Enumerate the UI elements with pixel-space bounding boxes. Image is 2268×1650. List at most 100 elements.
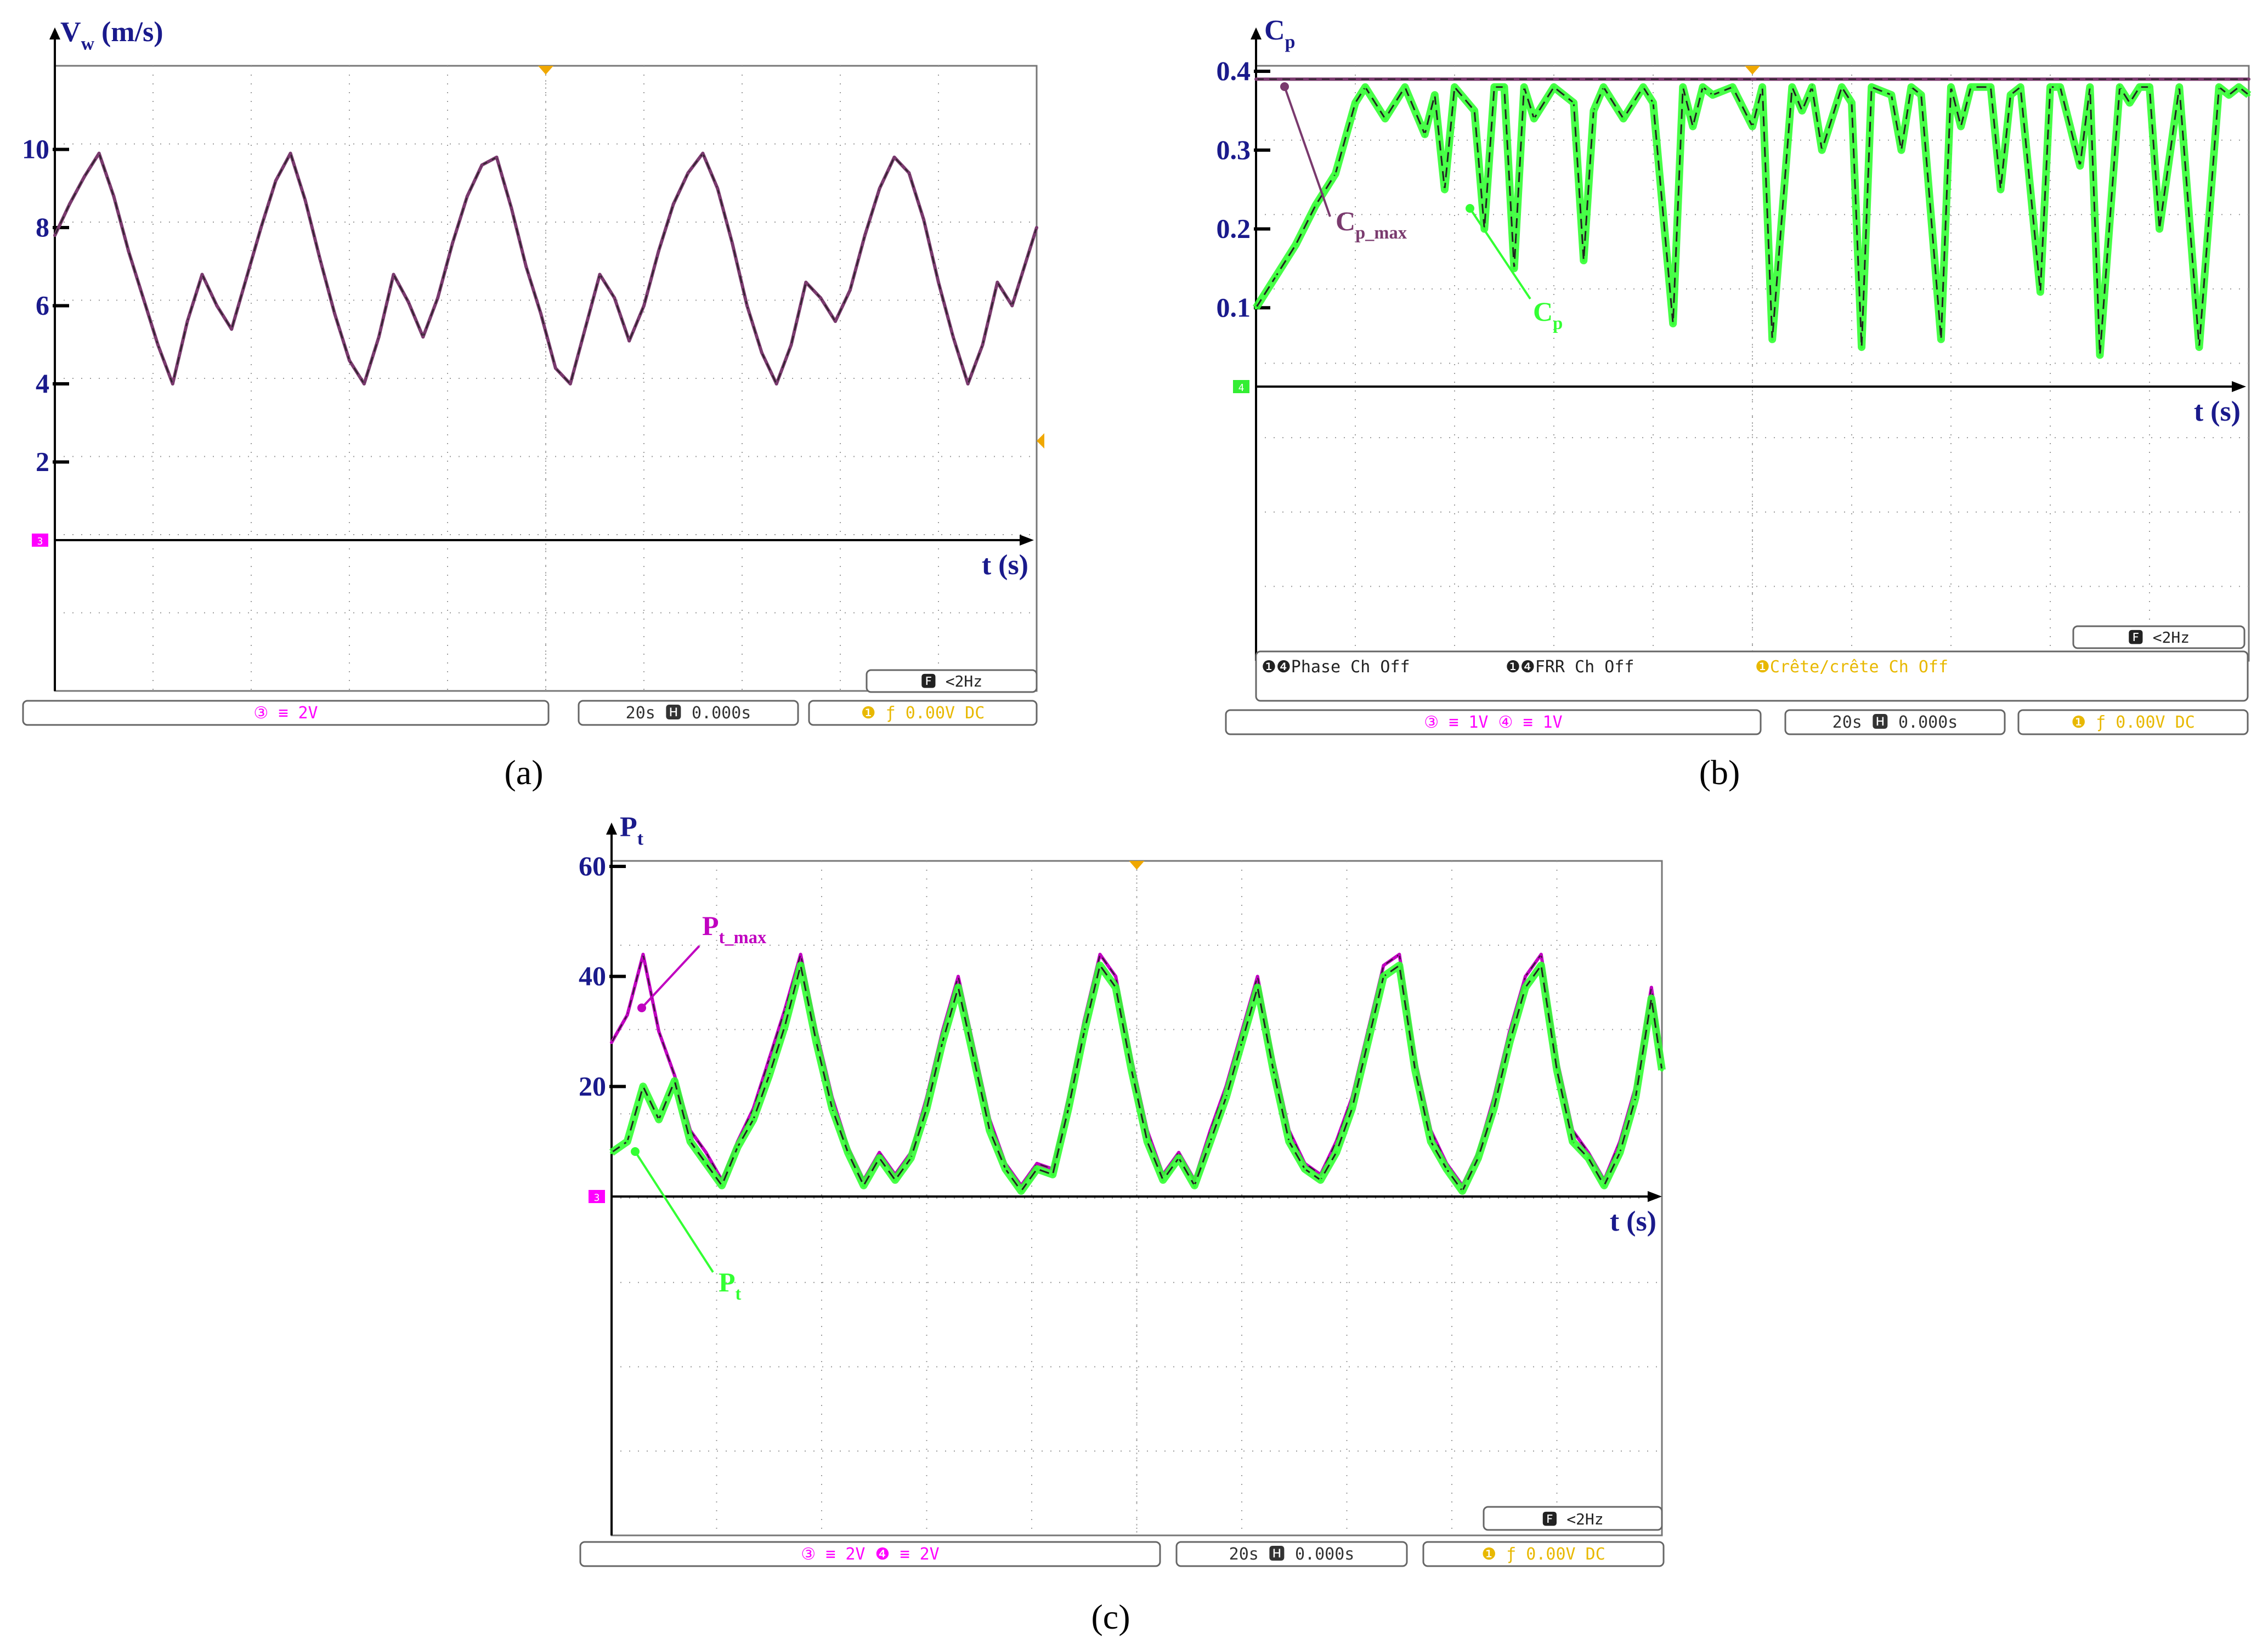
series-label: Pt <box>719 1267 742 1304</box>
y-tick-label: 0.4 <box>1217 55 1251 86</box>
x-axis-title: t (s) <box>1610 1206 1656 1237</box>
data-point <box>1445 1167 1449 1171</box>
data-point <box>362 382 366 385</box>
data-point <box>1271 1068 1275 1072</box>
y-axis-title-sub: w <box>81 34 95 54</box>
panel-a: 3 10 8 6 4 2 Vw (m/s) t (s) ③ ≡ 2V 20s 🅷 0.000s ❶ … <box>22 16 1044 792</box>
data-point <box>799 952 802 956</box>
data-point <box>568 382 572 385</box>
data-point <box>1730 85 1734 89</box>
series-label-sub: p <box>1553 314 1563 333</box>
data-point <box>2098 353 2102 357</box>
data-point <box>641 1085 645 1088</box>
status-text: ❶ ƒ 0.00V DC <box>1481 1545 1605 1564</box>
data-point <box>1524 985 1528 989</box>
data-point <box>230 327 234 331</box>
data-point <box>1649 996 1653 1000</box>
data-point <box>1382 974 1385 978</box>
data-point <box>377 335 381 339</box>
status-text: ❶ ƒ 0.00V DC <box>2071 713 2195 732</box>
data-point <box>2247 77 2250 81</box>
data-point <box>53 234 56 237</box>
panel-caption: (b) <box>1699 753 1740 792</box>
series-label-main: C <box>1533 296 1553 327</box>
data-point <box>2148 85 2151 89</box>
y-axis-arrow <box>1251 27 1262 39</box>
data-point <box>583 327 587 331</box>
series-label-sub: t <box>736 1284 742 1304</box>
data-point <box>1082 1030 1086 1033</box>
data-point <box>1800 109 1804 112</box>
data-point <box>1939 337 1943 341</box>
data-point <box>1711 93 1715 97</box>
series-line <box>1255 84 2249 355</box>
data-point <box>1114 985 1118 989</box>
data-point <box>495 155 499 159</box>
data-point <box>2078 164 2082 168</box>
data-point <box>1508 1041 1512 1045</box>
data-point <box>1051 1172 1055 1176</box>
data-point <box>127 249 131 253</box>
y-axis-title: Vw (m/s) <box>60 16 163 54</box>
y-tick-label: 0.3 <box>1217 134 1251 165</box>
data-point <box>2038 290 2042 294</box>
data-point <box>274 179 278 183</box>
data-point <box>657 1030 661 1033</box>
data-point <box>941 1041 944 1045</box>
trigger-marker <box>1129 861 1145 870</box>
data-point <box>760 351 763 354</box>
status-box <box>1225 709 1762 735</box>
data-point <box>553 366 557 370</box>
series-label-sub: t_max <box>719 928 767 948</box>
data-point <box>1224 1096 1228 1099</box>
status-box <box>1784 709 2006 735</box>
data-point <box>421 335 425 339</box>
data-point <box>610 1041 613 1045</box>
data-point <box>720 1183 724 1187</box>
data-point <box>1771 337 1774 341</box>
data-point <box>1035 226 1038 229</box>
data-point <box>2197 345 2201 349</box>
data-point <box>815 1041 818 1045</box>
data-point <box>436 296 440 300</box>
data-point <box>1398 952 1401 956</box>
data-point <box>878 1150 881 1154</box>
filter-label: 🅵 <2Hz <box>1542 1510 1603 1528</box>
data-point <box>1364 85 1367 89</box>
status-box <box>578 700 799 726</box>
data-point <box>1303 1167 1306 1171</box>
data-point <box>333 311 337 315</box>
data-point <box>1473 109 1477 112</box>
data-point <box>1366 1041 1370 1045</box>
data-point <box>996 280 999 284</box>
data-point <box>1572 101 1576 105</box>
data-point <box>1129 1068 1133 1072</box>
data-point <box>625 1139 629 1143</box>
info-line: ❶❹Phase Ch Off <box>1262 657 1410 677</box>
data-point <box>672 1074 676 1078</box>
annotation-arrow-head <box>631 1147 640 1156</box>
data-point <box>892 155 896 159</box>
data-point <box>625 1013 629 1017</box>
series-label-main: P <box>719 1267 736 1297</box>
data-point <box>1602 1183 1606 1187</box>
data-point <box>348 359 351 362</box>
data-point <box>1790 85 1794 89</box>
data-point <box>642 304 646 308</box>
data-point <box>1751 124 1754 128</box>
trigger-marker <box>1745 66 1760 75</box>
data-point <box>925 1107 929 1110</box>
data-point <box>1492 1107 1496 1110</box>
y-axis-title-sub: p <box>1285 32 1296 53</box>
status-text: 20s 🅷 0.000s <box>626 704 751 723</box>
y-axis-title-main: C <box>1264 15 1285 46</box>
data-point <box>1382 963 1385 967</box>
data-point <box>598 273 602 276</box>
data-point <box>988 1129 992 1132</box>
y-tick-label: 0.1 <box>1217 292 1251 322</box>
data-point <box>1919 93 1923 97</box>
data-point <box>1240 1041 1243 1045</box>
data-point <box>1820 148 1824 152</box>
data-point <box>937 280 940 284</box>
data-point <box>200 273 204 276</box>
